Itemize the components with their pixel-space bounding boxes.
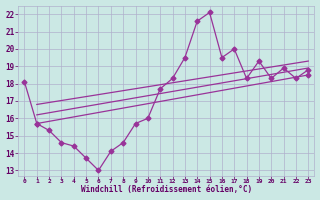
X-axis label: Windchill (Refroidissement éolien,°C): Windchill (Refroidissement éolien,°C)	[81, 185, 252, 194]
